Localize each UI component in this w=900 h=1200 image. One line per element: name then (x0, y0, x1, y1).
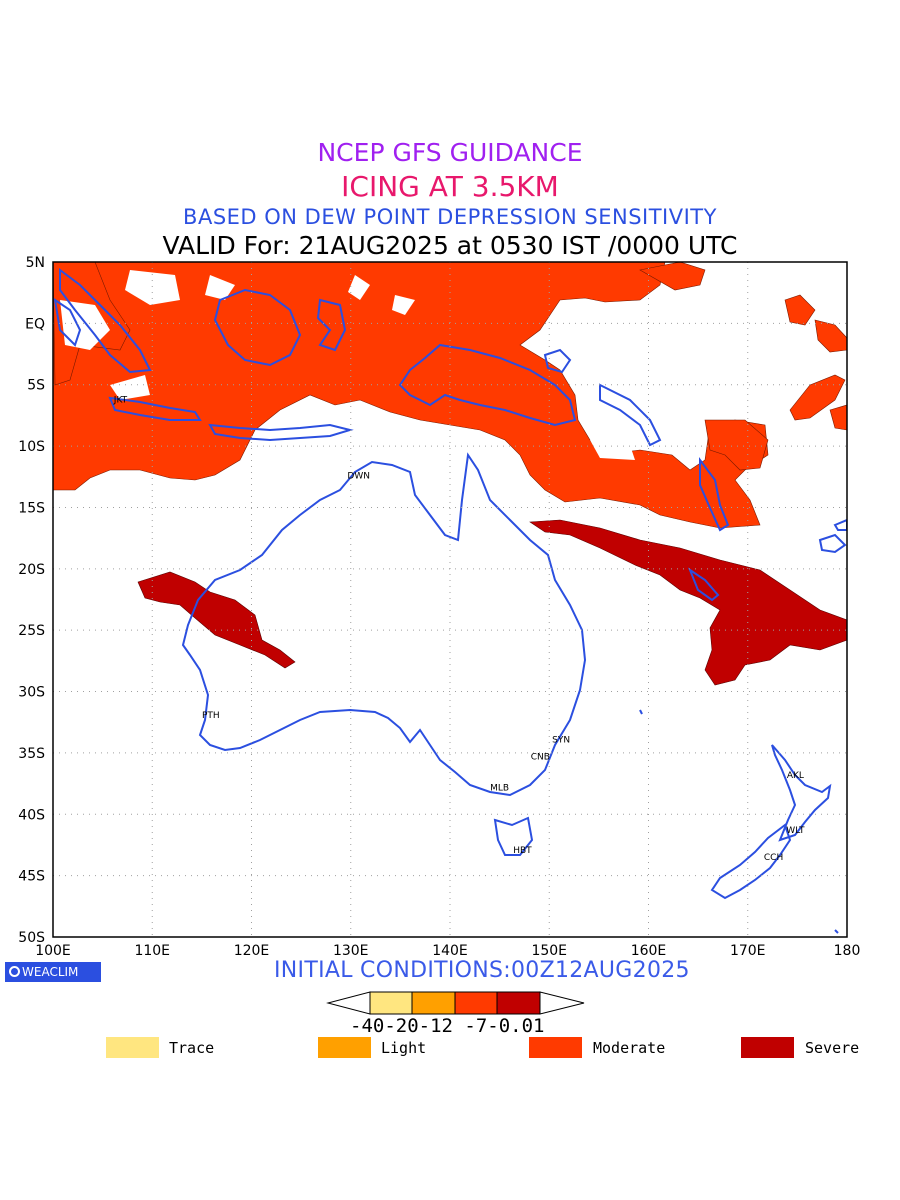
lon-tick-label: 130E (333, 943, 369, 959)
coastlines (53, 268, 847, 934)
latitude-labels: 5N EQ 5S 10S 15S 20S 25S 30S 35S 40S 45S 50S (18, 255, 45, 946)
lat-tick-label: 25S (18, 623, 45, 639)
title-valid-time: VALID For: 21AUG2025 at 0530 IST /0000 U… (162, 231, 738, 260)
weaclim-logo-icon (9, 966, 20, 977)
lat-tick-label: 40S (18, 807, 45, 823)
lat-tick-label: 5S (27, 378, 45, 394)
station-label: AKL (787, 771, 804, 781)
legend-label-light: Light (381, 1039, 427, 1057)
lon-tick-label: 140E (432, 943, 468, 959)
lon-tick-label: 180 (834, 943, 861, 959)
colorbar (326, 991, 585, 1015)
lon-tick-label: 120E (234, 943, 270, 959)
lon-tick-label: 170E (730, 943, 766, 959)
longitude-labels: 100E 110E 120E 130E 140E 150E 160E 170E 180 (35, 943, 860, 959)
station-label: JKT (113, 395, 128, 405)
lat-tick-label: EQ (25, 316, 45, 332)
title-method: BASED ON DEW POINT DEPRESSION SENSITIVIT… (183, 205, 717, 229)
lat-tick-label: 15S (18, 500, 45, 516)
map-frame (52, 261, 848, 938)
legend-swatch-severe (741, 1037, 794, 1058)
initial-conditions: INITIAL CONDITIONS:00Z12AUG2025 (274, 958, 690, 983)
legend-label-trace: Trace (169, 1039, 215, 1057)
legend-swatch-light (318, 1037, 371, 1058)
severe-icing-regions (137, 519, 847, 686)
lat-tick-label: 5N (26, 255, 45, 271)
weaclim-logo: WEACLIM (5, 962, 101, 982)
lat-tick-label: 45S (18, 869, 45, 885)
colorbar-segment (496, 991, 541, 1015)
station-label: HBT (513, 846, 532, 856)
colorbar-segment (369, 991, 413, 1015)
title-product: ICING AT 3.5KM (341, 170, 559, 203)
lon-tick-label: 100E (35, 943, 71, 959)
colorbar-segment (454, 991, 498, 1015)
colorbar-tick-labels: -40-20-12 -7-0.01 (350, 1015, 545, 1037)
lat-tick-label: 30S (18, 685, 45, 701)
lat-lon-grid (53, 262, 847, 937)
lon-tick-label: 160E (631, 943, 667, 959)
legend-label-severe: Severe (805, 1039, 860, 1057)
colorbar-segment (411, 991, 456, 1015)
lat-tick-label: 10S (18, 439, 45, 455)
station-label: MLB (490, 783, 509, 793)
lat-tick-label: 35S (18, 746, 45, 762)
station-label: WLT (786, 826, 805, 836)
lat-tick-label: 50S (18, 930, 45, 946)
clear-gaps (60, 270, 635, 460)
lon-tick-label: 110E (134, 943, 170, 959)
title-model: NCEP GFS GUIDANCE (317, 138, 583, 167)
legend-label-moderate: Moderate (593, 1039, 666, 1057)
station-label: CNB (531, 753, 550, 763)
legend-swatch-moderate (529, 1037, 582, 1058)
station-label: CCH (764, 853, 783, 863)
legend-swatch-trace (106, 1037, 159, 1058)
station-label: PTH (202, 711, 220, 721)
station-label: SYN (552, 735, 570, 745)
station-label: DWN (347, 472, 370, 482)
brand-text: WEACLIM (22, 965, 79, 979)
lat-tick-label: 20S (18, 562, 45, 578)
lon-tick-label: 150E (531, 943, 567, 959)
